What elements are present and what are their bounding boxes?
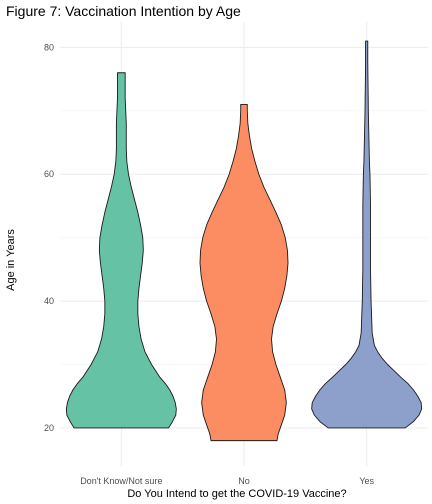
violin-don-t-know-not-sure — [65, 72, 177, 429]
chart-title: Figure 7: Vaccination Intention by Age — [6, 3, 241, 19]
x-axis-title: Do You Intend to get the COVID-19 Vaccin… — [127, 488, 346, 500]
x-tick-label: Don't Know/Not sure — [80, 476, 162, 486]
y-tick-label: 20 — [44, 423, 54, 433]
y-tick-label: 40 — [44, 296, 54, 306]
x-tick-labels: Don't Know/Not sure No Yes — [80, 476, 374, 486]
y-tick-labels: 20 40 60 80 — [44, 42, 54, 433]
violin-no — [199, 104, 289, 442]
violins — [65, 40, 423, 442]
x-tick-label: Yes — [359, 476, 374, 486]
y-tick-label: 80 — [44, 42, 54, 52]
y-tick-label: 60 — [44, 169, 54, 179]
x-tick-label: No — [238, 476, 250, 486]
violin-yes — [311, 40, 423, 429]
y-axis-title: Age in Years — [5, 229, 17, 291]
